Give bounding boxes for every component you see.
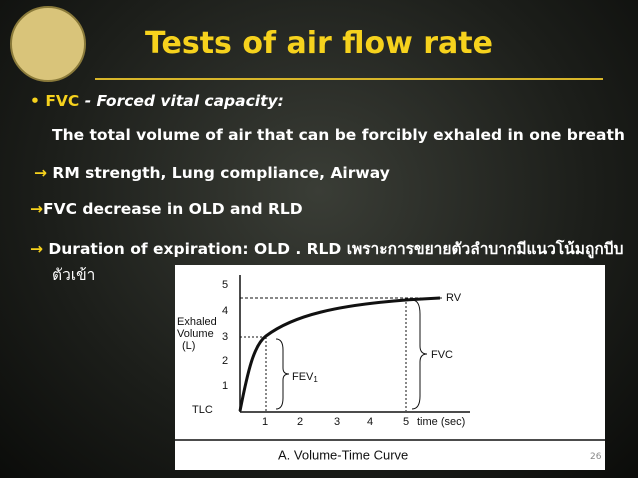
term: FVC — [45, 92, 80, 110]
page-number: 26 — [590, 452, 602, 462]
fev-subscript: 1 — [313, 375, 318, 384]
caption: A. Volume-Time Curve — [278, 447, 408, 462]
x-tick-label: 4 — [367, 416, 373, 428]
title-rule — [95, 78, 603, 80]
item: The total volume of air that can be forc… — [52, 126, 625, 144]
y-axis-label: Exhaled — [177, 316, 217, 328]
item: → RM strength, Lung compliance, Airway — [34, 164, 390, 182]
fev-text: FEV — [292, 371, 314, 383]
figure-background — [175, 265, 605, 470]
rv-label: RV — [446, 292, 462, 304]
y-tick-label: 2 — [222, 355, 228, 367]
x-tick-label: 3 — [334, 416, 340, 428]
x-tick-label: 1 — [262, 416, 268, 428]
title: Tests of air flow rate — [145, 26, 493, 61]
y-tick-label: 5 — [222, 279, 228, 291]
item-text: FVC decrease in OLD and RLD — [43, 200, 303, 218]
fev-brace — [275, 338, 290, 410]
volume-curve — [238, 296, 441, 412]
y-axis-label: (L) — [182, 340, 195, 352]
item: → Duration of expiration: OLD . RLD เพรา… — [30, 236, 623, 261]
bullet: • — [30, 92, 40, 110]
y-tick-label: TLC — [192, 404, 213, 416]
item-continuation: ตัวเข้า — [52, 266, 96, 284]
item: • FVC - Forced vital capacity: — [30, 92, 284, 110]
arrow: → — [30, 240, 43, 258]
y-tick-label: 4 — [222, 305, 228, 317]
y-axis-label: Volume — [177, 328, 214, 340]
x-axis-label: time (sec) — [417, 416, 465, 428]
fvc-brace — [411, 299, 428, 410]
arrow: → — [30, 200, 43, 218]
item: →FVC decrease in OLD and RLD — [30, 200, 303, 218]
y-tick-label: 1 — [222, 380, 228, 392]
item-text: RM strength, Lung compliance, Airway — [52, 164, 390, 182]
logo — [10, 6, 86, 82]
item-text: Duration of expiration: OLD . RLD เพราะก… — [48, 240, 624, 258]
item-text: - Forced vital capacity: — [84, 92, 284, 110]
x-tick-label: 5 — [403, 416, 409, 428]
y-tick-label: 3 — [222, 331, 228, 343]
fvc-label: FVC — [431, 349, 453, 361]
arrow: → — [34, 164, 47, 182]
x-tick-label: 2 — [297, 416, 303, 428]
fev-label: FEV1 — [292, 371, 318, 384]
